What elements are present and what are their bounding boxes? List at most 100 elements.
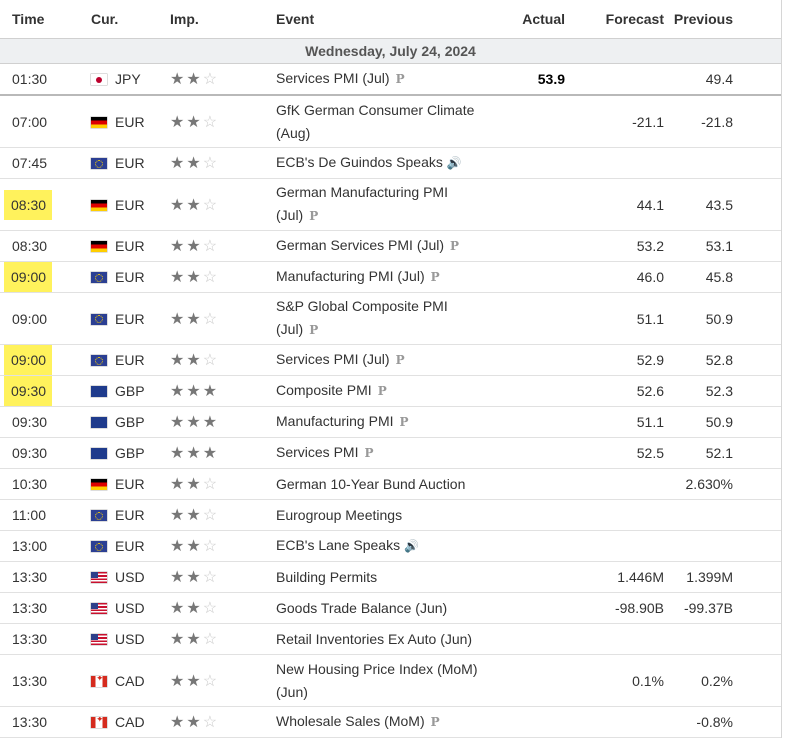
actual-value (488, 178, 565, 231)
header-currency[interactable]: Cur. (79, 0, 158, 39)
event-link[interactable]: Building Permits (276, 568, 378, 585)
table-row[interactable]: 13:30 USD ★★☆ Goods Trade Balance (Jun) -98.… (0, 592, 781, 624)
importance-star-icon: ★ (186, 569, 203, 586)
event-name[interactable]: Wholesale Sales (MoM) P (265, 706, 488, 738)
event-link[interactable]: German Manufacturing PMI (Jul) (276, 184, 448, 223)
table-row[interactable]: 09:30 GBP ★★★ Services PMI P 52.5 52.1 (0, 437, 781, 469)
event-name[interactable]: ECB's Lane Speaks 🔊 (265, 530, 488, 562)
header-event[interactable]: Event (265, 0, 488, 39)
event-link[interactable]: German 10-Year Bund Auction (276, 475, 466, 492)
table-row[interactable]: 13:30 USD ★★☆ Building Permits 1.446M 1.399M (0, 561, 781, 593)
speaker-icon[interactable]: 🔊 (446, 156, 462, 170)
preliminary-p-icon[interactable]: P (364, 446, 374, 460)
event-name[interactable]: German 10-Year Bund Auction (265, 468, 488, 500)
event-name[interactable]: S&P Global Composite PMI (Jul) P (265, 292, 488, 345)
event-link[interactable]: ECB's De Guindos Speaks (276, 154, 443, 170)
event-link[interactable]: Eurogroup Meetings (276, 506, 403, 523)
table-row[interactable]: 09:00 EUR ★★☆ S&P Global Composite PMI (Jul… (0, 292, 781, 345)
event-name[interactable]: Goods Trade Balance (Jun) (265, 592, 488, 624)
event-link[interactable]: Wholesale Sales (MoM) (276, 713, 425, 729)
speaker-icon[interactable]: 🔊 (404, 539, 420, 553)
forecast-value: 52.6 (565, 375, 664, 407)
event-link[interactable]: Composite PMI (276, 382, 372, 398)
event-name[interactable]: Services PMI P (265, 437, 488, 469)
table-row[interactable]: 07:45 EUR ★★☆ ECB's De Guindos Speaks 🔊 (0, 147, 781, 179)
event-link[interactable]: S&P Global Composite PMI (Jul) (276, 298, 448, 337)
preliminary-p-icon[interactable]: P (309, 323, 319, 337)
event-link[interactable]: Services PMI (276, 444, 359, 460)
table-row[interactable]: 08:30 EUR ★★☆ German Manufacturing PMI (Jul… (0, 178, 781, 231)
event-name[interactable]: Building Permits (265, 561, 488, 593)
table-row[interactable]: 13:30CAD★★☆Wholesale Sales (MoM)P-0.8% (0, 706, 781, 738)
previous-value: 2.630% (664, 468, 781, 500)
event-link[interactable]: Services PMI (Jul) (276, 351, 390, 367)
previous-value (664, 499, 781, 531)
importance-stars: ★★☆ (158, 530, 265, 562)
table-row[interactable]: 01:30 JPY ★★☆ Services PMI (Jul) P 53.9 49.4 (0, 63, 781, 96)
event-name[interactable]: German Manufacturing PMI (Jul) P (265, 178, 488, 231)
event-name[interactable]: Eurogroup Meetings (265, 499, 488, 531)
table-row[interactable]: 07:00 EUR ★★☆ GfK German Consumer Climate (… (0, 95, 781, 148)
event-name[interactable]: GfK German Consumer Climate (Aug) (265, 95, 488, 148)
event-link[interactable]: Retail Inventories Ex Auto (Jun) (276, 630, 473, 647)
importance-stars: ★★☆ (158, 654, 265, 707)
table-row[interactable]: 09:30 GBP ★★★ Composite PMI P 52.6 52.3 (0, 375, 781, 407)
event-link[interactable]: German Services PMI (Jul) (276, 237, 445, 253)
event-link[interactable]: New Housing Price Index (MoM) (Jun) (276, 660, 478, 700)
currency-code: JPY (115, 71, 141, 87)
header-row: Time Cur. Imp. Event Actual Forecast Pre… (0, 0, 781, 39)
event-time: 09:00 (0, 292, 79, 345)
event-name[interactable]: ECB's De Guindos Speaks 🔊 (265, 147, 488, 179)
event-link[interactable]: GfK German Consumer Climate (Aug) (276, 101, 475, 141)
importance-star-icon: ★ (170, 714, 187, 731)
table-row[interactable]: 10:30 EUR ★★☆ German 10-Year Bund Auction 2.… (0, 468, 781, 500)
header-time[interactable]: Time (0, 0, 79, 39)
previous-value: 0.2% (664, 654, 781, 707)
event-name[interactable]: Manufacturing PMI P (265, 406, 488, 438)
event-link[interactable]: Services PMI (Jul) (276, 70, 390, 86)
forecast-value: -21.1 (565, 95, 664, 148)
event-name[interactable]: Manufacturing PMI (Jul) P (265, 261, 488, 293)
preliminary-p-icon[interactable]: P (430, 715, 440, 729)
event-name[interactable]: New Housing Price Index (MoM) (Jun) (265, 654, 488, 707)
preliminary-p-icon[interactable]: P (309, 209, 319, 223)
preliminary-p-icon[interactable]: P (395, 72, 405, 86)
forecast-value: 51.1 (565, 292, 664, 345)
table-row[interactable]: 13:00 EUR ★★☆ ECB's Lane Speaks 🔊 (0, 530, 781, 562)
table-row[interactable]: 11:00 EUR ★★☆ Eurogroup Meetings (0, 499, 781, 531)
event-name[interactable]: German Services PMI (Jul) P (265, 230, 488, 262)
preliminary-p-icon[interactable]: P (399, 415, 409, 429)
preliminary-p-icon[interactable]: P (430, 270, 440, 284)
table-row[interactable]: 09:30 GBP ★★★ Manufacturing PMI P 51.1 50.9 (0, 406, 781, 438)
importance-stars: ★★☆ (158, 623, 265, 655)
time-text: 10:30 (12, 476, 48, 492)
importance-star-icon: ★ (170, 445, 187, 462)
event-name[interactable]: Services PMI (Jul) P (265, 344, 488, 376)
table-row[interactable]: 09:00 EUR ★★☆ Services PMI (Jul) P 52.9 52.8 (0, 344, 781, 376)
currency-code: CAD (115, 714, 145, 730)
header-previous[interactable]: Previous (664, 0, 781, 39)
event-name[interactable]: Retail Inventories Ex Auto (Jun) (265, 623, 488, 655)
event-link[interactable]: Goods Trade Balance (Jun) (276, 599, 448, 616)
preliminary-p-icon[interactable]: P (395, 353, 405, 367)
table-row[interactable]: 09:00 EUR ★★☆ Manufacturing PMI (Jul) P 46.0 4… (0, 261, 781, 293)
importance-star-icon: ★ (186, 310, 203, 328)
importance-star-icon: ☆ (202, 352, 220, 369)
importance-stars: ★★☆ (158, 230, 265, 262)
header-importance[interactable]: Imp. (158, 0, 265, 39)
event-time: 07:00 (0, 95, 79, 148)
header-actual[interactable]: Actual (488, 0, 565, 39)
forecast-value (565, 530, 664, 562)
table-row[interactable]: 08:30 EUR ★★☆ German Services PMI (Jul) P 53.… (0, 230, 781, 262)
event-name[interactable]: Services PMI (Jul) P (265, 63, 488, 96)
flag-icon (91, 717, 107, 728)
preliminary-p-icon[interactable]: P (377, 384, 387, 398)
event-name[interactable]: Composite PMI P (265, 375, 488, 407)
header-forecast[interactable]: Forecast (565, 0, 664, 39)
table-row[interactable]: 13:30CAD★★☆New Housing Price Index (MoM)… (0, 654, 781, 707)
event-link[interactable]: ECB's Lane Speaks (276, 537, 401, 553)
event-link[interactable]: Manufacturing PMI (276, 413, 394, 429)
event-link[interactable]: Manufacturing PMI (Jul) (276, 268, 425, 284)
table-row[interactable]: 13:30 USD ★★☆ Retail Inventories Ex Auto (J… (0, 623, 781, 655)
preliminary-p-icon[interactable]: P (450, 239, 460, 253)
